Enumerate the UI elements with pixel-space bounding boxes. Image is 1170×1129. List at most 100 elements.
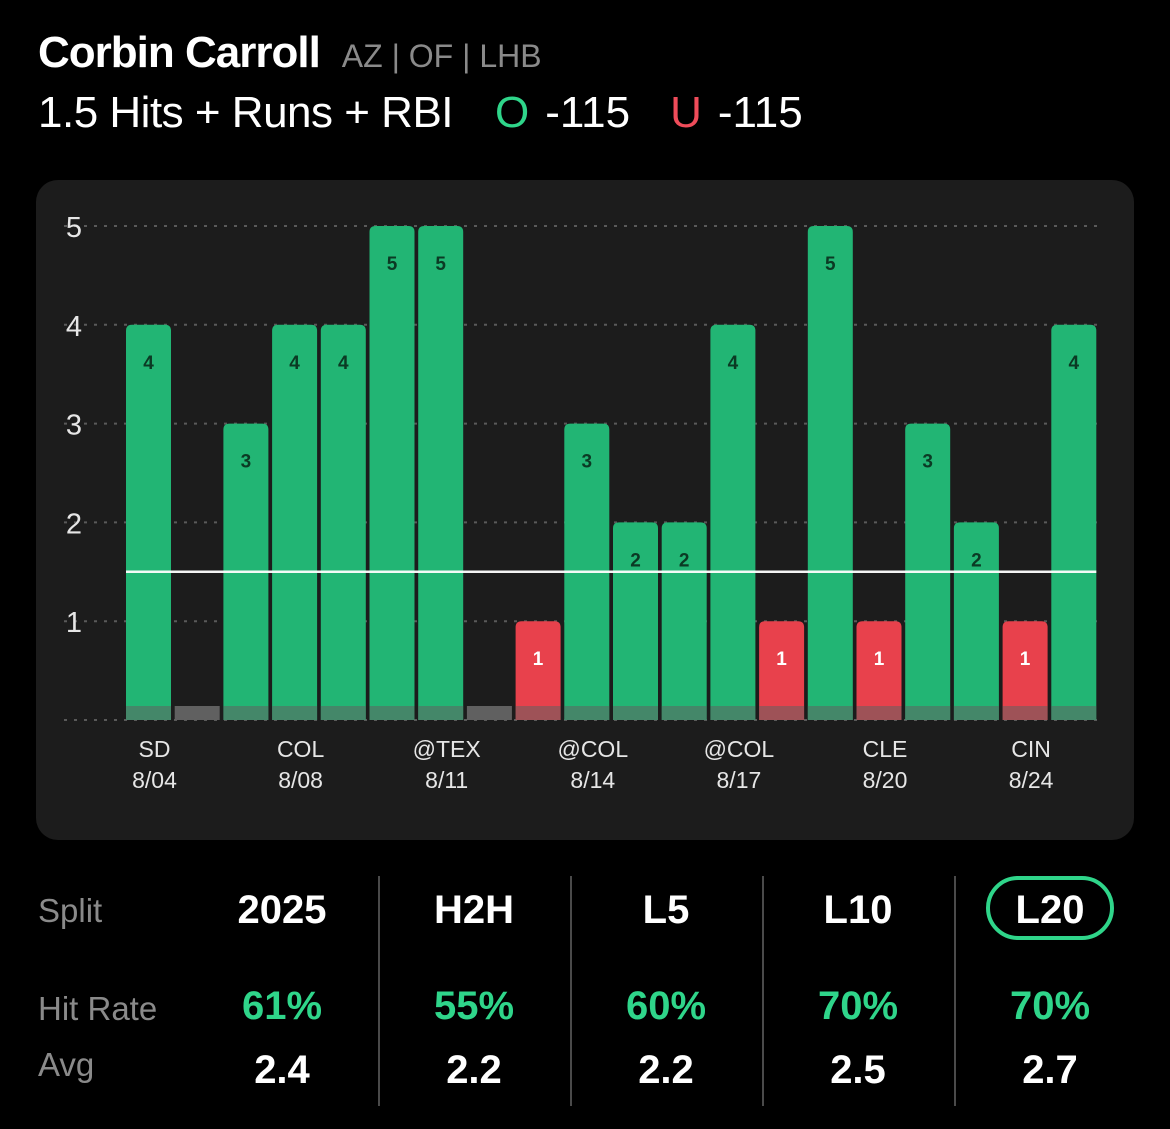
split-hit-rate: 61% <box>241 984 323 1028</box>
bar-value-label: 4 <box>143 353 154 374</box>
bar-value-label: 1 <box>776 649 787 670</box>
prop-line-row: 1.5 Hits + Runs + RBI O -115 U -115 <box>38 88 1138 138</box>
over-odds: -115 <box>545 88 631 137</box>
split-column-h2h[interactable]: H2H 55% 2.2 <box>378 870 570 1106</box>
player-name: Corbin Carroll <box>38 28 321 77</box>
bar-baseline-stub <box>661 706 707 720</box>
bar-value-label: 2 <box>679 550 690 571</box>
split-hit-rate: 70% <box>817 984 899 1028</box>
bar-value-label: 5 <box>387 254 398 275</box>
y-tick-label: 1 <box>66 607 82 639</box>
y-tick-label: 4 <box>66 311 82 343</box>
column-divider <box>954 876 956 1106</box>
bar-value-label: 3 <box>922 452 933 473</box>
x-tick-date: 8/17 <box>717 767 762 793</box>
bar-value-label: 5 <box>825 254 836 275</box>
split-column-l20[interactable]: L20 70% 2.7 <box>954 870 1146 1106</box>
bar-baseline-stub <box>515 706 561 720</box>
x-tick-opponent: @COL <box>557 736 628 762</box>
split-avg: 2.2 <box>638 1048 694 1092</box>
avg-row-label: Avg <box>38 1046 95 1083</box>
x-tick-date: 8/14 <box>570 767 615 793</box>
y-tick-label: 5 <box>66 212 82 244</box>
over-odds-button[interactable]: O -115 <box>495 88 630 138</box>
bar-baseline-stub <box>418 706 464 720</box>
x-tick-opponent: CIN <box>1011 736 1051 762</box>
hit-rate-row-label: Hit Rate <box>38 990 158 1027</box>
x-tick-opponent: SD <box>139 736 171 762</box>
bar-value-label: 3 <box>241 452 252 473</box>
bar-baseline-stub <box>272 706 318 720</box>
bar-baseline-stub <box>564 706 610 720</box>
bar-baseline-stub <box>807 706 853 720</box>
split-label: H2H <box>433 888 515 932</box>
player-meta: AZ | OF | LHB <box>341 38 542 74</box>
bar-baseline-stub <box>320 706 366 720</box>
x-tick-opponent: CLE <box>863 736 908 762</box>
bar-baseline-stub <box>759 706 805 720</box>
split-avg: 2.5 <box>830 1048 886 1092</box>
bar <box>710 324 756 720</box>
column-divider <box>570 876 572 1106</box>
under-indicator: U <box>670 88 702 137</box>
bar <box>418 226 464 720</box>
under-odds-button[interactable]: U -115 <box>670 88 803 138</box>
under-odds: -115 <box>717 88 803 137</box>
bar-value-label: 5 <box>435 254 446 275</box>
over-indicator: O <box>495 88 530 137</box>
column-divider <box>378 876 380 1106</box>
player-name-row: Corbin Carroll AZ | OF | LHB <box>38 28 1138 78</box>
bar-value-label: 4 <box>1069 353 1080 374</box>
bar <box>1002 621 1048 720</box>
bar-baseline-stub <box>174 706 220 720</box>
split-label: L10 <box>823 888 893 932</box>
bar-baseline-stub <box>223 706 269 720</box>
bar-baseline-stub <box>369 706 415 720</box>
x-tick-date: 8/04 <box>132 767 177 793</box>
bar <box>126 324 171 720</box>
bar-value-label: 4 <box>289 353 300 374</box>
y-tick-label: 2 <box>66 508 82 540</box>
split-column-l10[interactable]: L10 70% 2.5 <box>762 870 954 1106</box>
split-hit-rate: 70% <box>1009 984 1091 1028</box>
bar-value-label: 4 <box>728 353 739 374</box>
x-tick-date: 8/11 <box>425 767 468 793</box>
selected-split-pill <box>986 876 1114 940</box>
player-header: Corbin Carroll AZ | OF | LHB 1.5 Hits + … <box>38 28 1138 138</box>
x-tick-date: 8/24 <box>1009 767 1054 793</box>
bar-value-label: 1 <box>1020 649 1031 670</box>
bar-baseline-stub <box>905 706 951 720</box>
game-log-chart-card: 1 2 3 4 5 4 3 4 4 5 5 1 3 2 2 4 1 5 1 3 2 1 4 SD 8/04 COL 8/08 @TEX… <box>36 180 1134 840</box>
x-tick-opponent: COL <box>277 736 325 762</box>
bar-value-label: 2 <box>971 550 982 571</box>
y-tick-label: 3 <box>66 410 82 442</box>
split-row-label: Split <box>38 892 103 929</box>
bar-value-label: 2 <box>630 550 641 571</box>
split-hit-rate: 60% <box>625 984 707 1028</box>
bar-baseline-stub <box>856 706 902 720</box>
x-tick-date: 8/20 <box>863 767 908 793</box>
bar-baseline-stub <box>613 706 658 720</box>
bar <box>759 621 805 720</box>
splits-table: Split Hit Rate Avg 2025 61% 2.4 H2H 55% … <box>0 870 1170 1115</box>
bar <box>807 226 853 720</box>
bar-baseline-stub <box>126 706 171 720</box>
bar-baseline-stub <box>953 706 999 720</box>
split-avg: 2.2 <box>446 1048 502 1092</box>
split-column-l5[interactable]: L5 60% 2.2 <box>570 870 762 1106</box>
split-column-2025[interactable]: 2025 61% 2.4 <box>186 870 378 1106</box>
split-label: 2025 <box>237 888 327 932</box>
game-log-chart: 1 2 3 4 5 4 3 4 4 5 5 1 3 2 2 4 1 5 1 3 2 1 4 SD 8/04 COL 8/08 @TEX… <box>64 212 1104 793</box>
x-tick-date: 8/08 <box>278 767 323 793</box>
split-label: L20 <box>1015 888 1085 932</box>
bar-baseline-stub <box>466 706 512 720</box>
bar-value-label: 3 <box>582 452 593 473</box>
bar-value-label: 1 <box>533 649 544 670</box>
bar <box>320 324 366 720</box>
split-avg: 2.4 <box>254 1048 310 1092</box>
bar <box>515 621 561 720</box>
split-avg: 2.7 <box>1022 1048 1078 1092</box>
column-divider <box>762 876 764 1106</box>
bar-baseline-stub <box>1051 706 1097 720</box>
bar-baseline-stub <box>710 706 756 720</box>
